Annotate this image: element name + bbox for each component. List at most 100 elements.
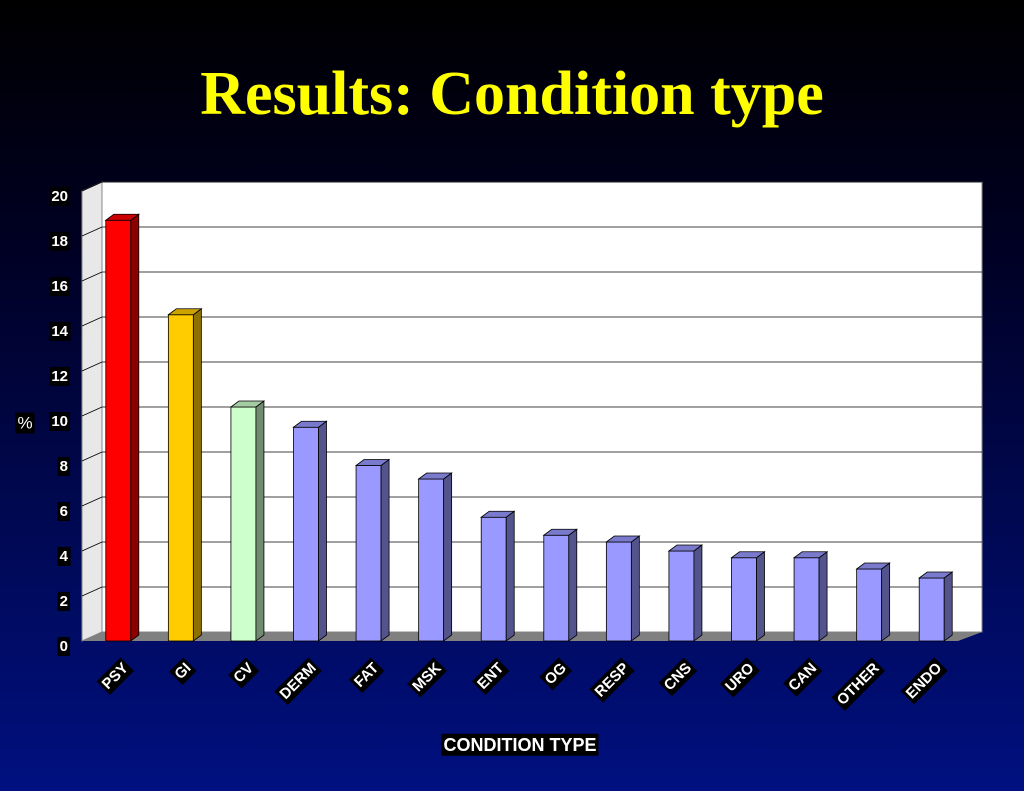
- y-tick: 14: [49, 321, 71, 341]
- bar-top: [605, 535, 641, 543]
- x-tick-label: DERM: [276, 660, 319, 703]
- x-axis: CONDITION TYPE: [441, 733, 599, 756]
- bar-side-shade: [819, 551, 828, 641]
- label-background: [57, 501, 70, 521]
- y-tick: 8: [57, 456, 70, 476]
- bar: [417, 472, 453, 642]
- bar-front: [230, 406, 257, 642]
- x-tick: FAT: [348, 657, 385, 694]
- bar-top-shade: [418, 473, 452, 479]
- bar-top-shade: [356, 459, 390, 466]
- x-tick: GI: [169, 657, 197, 685]
- x-tick: CAN: [783, 657, 823, 697]
- bar-side-shade: [130, 214, 139, 641]
- bar: [855, 562, 891, 642]
- label-background: [49, 231, 70, 251]
- grid-line: [81, 271, 103, 282]
- x-tick-label: ENDO: [903, 659, 946, 702]
- bar: [792, 550, 829, 642]
- bar: [229, 400, 266, 642]
- bar-side-shade: [506, 511, 515, 641]
- label-background: [49, 366, 70, 386]
- bar-top: [354, 459, 391, 466]
- grid-line: [81, 496, 103, 507]
- bar: [292, 420, 328, 642]
- label-background: [539, 657, 573, 691]
- chart-title: Results: Condition type: [200, 60, 824, 128]
- bar-side-shade: [255, 401, 264, 641]
- label-background: [49, 321, 71, 341]
- label-background: [57, 546, 71, 566]
- bar: [667, 544, 704, 642]
- y-tick: 18: [49, 231, 70, 251]
- bar-front: [543, 534, 570, 642]
- label-background: [589, 657, 635, 703]
- bar-front: [856, 568, 883, 642]
- bar-front: [731, 557, 757, 642]
- y-tick-label: 6: [60, 503, 68, 520]
- y-tick: 4: [57, 546, 71, 566]
- y-tick-label: 12: [51, 368, 68, 385]
- grid-line: [81, 586, 103, 597]
- bar-top-shade: [919, 572, 953, 578]
- label-background: [228, 657, 260, 689]
- bar-top: [167, 308, 203, 316]
- bar-front: [668, 550, 695, 642]
- bar: [480, 510, 516, 642]
- bar-front: [480, 516, 507, 642]
- label-background: [49, 411, 70, 431]
- bar-front: [918, 577, 945, 642]
- x-tick-label: OTHER: [834, 659, 883, 708]
- bar-top-shade: [668, 545, 702, 551]
- label-background: [57, 591, 70, 611]
- y-tick: 12: [49, 366, 70, 386]
- bar: [730, 550, 766, 642]
- label-background: [348, 657, 385, 694]
- x-tick-label: OG: [541, 660, 570, 689]
- x-tick: OG: [539, 657, 573, 691]
- bar: [605, 535, 641, 642]
- bar-top: [918, 571, 954, 579]
- y-tick-label: 0: [60, 638, 68, 655]
- label-background: [96, 657, 135, 695]
- bar-side-shade: [193, 308, 202, 641]
- y-tick-label: 8: [60, 458, 68, 475]
- y-tick: 0: [57, 636, 70, 656]
- bar: [918, 571, 954, 642]
- bar-top: [292, 420, 328, 428]
- y-axis: %: [15, 412, 35, 434]
- bar-top-shade: [856, 563, 890, 569]
- grid-line: [81, 181, 103, 192]
- bar-front: [418, 478, 445, 642]
- label-background: [57, 636, 70, 656]
- label-background: [441, 733, 599, 756]
- bar-top: [792, 551, 829, 559]
- y-tick-label: 16: [51, 278, 68, 295]
- label-background: [471, 657, 510, 695]
- bar-top-shade: [481, 511, 515, 518]
- bar-top-shade: [230, 401, 264, 407]
- grid-line: [81, 226, 103, 237]
- bar-side-shade: [944, 572, 953, 641]
- bar-top-shade: [731, 551, 765, 558]
- bar-front: [793, 557, 820, 642]
- y-tick-label: 10: [51, 413, 68, 430]
- bar-top: [480, 510, 516, 518]
- y-tick-label: 14: [51, 323, 68, 340]
- grid-line: [81, 541, 103, 552]
- bar-side-shade: [568, 529, 577, 641]
- bar-top: [417, 472, 453, 480]
- bar-top: [855, 562, 891, 570]
- x-tick-label: GI: [171, 660, 194, 683]
- label-background: [57, 456, 70, 476]
- bar-side-shade: [756, 551, 765, 641]
- label-background: [49, 276, 70, 296]
- label-background: [658, 657, 698, 697]
- grid-line: [81, 451, 103, 462]
- label-background: [169, 657, 197, 685]
- x-tick-label: RESP: [592, 660, 633, 701]
- bar-side-shade: [381, 459, 390, 641]
- label-background: [49, 186, 70, 206]
